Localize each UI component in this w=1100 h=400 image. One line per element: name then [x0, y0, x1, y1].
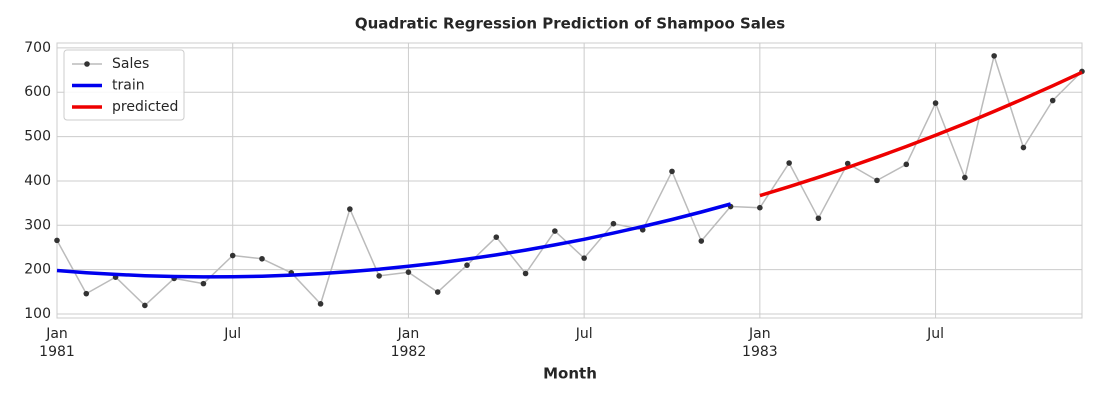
data-point: [698, 238, 705, 244]
chart-title: Quadratic Regression Prediction of Shamp…: [355, 15, 785, 33]
data-point: [610, 220, 617, 227]
data-point: [874, 177, 880, 184]
data-point: [200, 280, 207, 287]
x-tick-label: Jan: [45, 326, 68, 342]
data-point: [552, 228, 558, 234]
x-tick-label: Jul: [926, 326, 944, 342]
data-point: [757, 204, 763, 211]
data-point: [493, 234, 500, 240]
legend-box: [63, 49, 185, 121]
data-point: [903, 161, 910, 168]
data-point: [669, 168, 675, 175]
plot-frame: [56, 42, 1083, 319]
data-point: [83, 290, 90, 297]
series-line: [56, 202, 732, 279]
y-tick-label: 700: [24, 40, 51, 56]
data-point: [522, 270, 529, 277]
x-axis-label: Month: [543, 365, 597, 383]
data-point: [581, 255, 587, 261]
x-tick-year: 1981: [39, 344, 75, 360]
x-tick-year: 1983: [742, 344, 778, 360]
data-point: [317, 301, 324, 307]
legend-marker: [84, 61, 90, 67]
x-tick-year: 1982: [391, 344, 427, 360]
series-line: [56, 55, 1083, 307]
x-tick-label: Jan: [397, 326, 420, 342]
series-line: [759, 70, 1083, 198]
data-point: [434, 289, 441, 295]
data-point: [347, 206, 353, 212]
legend-label: predicted: [112, 99, 178, 115]
data-point: [962, 174, 968, 181]
y-tick-label: 500: [24, 129, 51, 145]
data-point: [844, 160, 851, 167]
data-point: [1020, 144, 1027, 151]
legend-label: train: [112, 78, 145, 94]
y-tick-label: 600: [24, 84, 51, 100]
data-point: [991, 53, 997, 59]
data-point: [54, 237, 60, 244]
y-tick-label: 400: [24, 173, 51, 189]
data-point: [142, 302, 148, 309]
data-point: [815, 215, 822, 222]
data-point: [259, 255, 265, 262]
data-point: [464, 262, 470, 268]
y-tick-label: 100: [24, 306, 51, 322]
data-point: [229, 252, 236, 259]
x-tick-label: Jul: [575, 326, 593, 342]
data-point: [376, 273, 382, 279]
data-point: [786, 160, 792, 166]
x-tick-label: Jan: [748, 326, 771, 342]
legend-label: Sales: [112, 56, 149, 72]
data-point: [1049, 97, 1056, 104]
data-point: [405, 269, 412, 275]
x-tick-label: Jul: [223, 326, 241, 342]
y-tick-label: 300: [24, 217, 51, 233]
y-tick-label: 200: [24, 262, 51, 278]
data-point: [932, 100, 939, 106]
